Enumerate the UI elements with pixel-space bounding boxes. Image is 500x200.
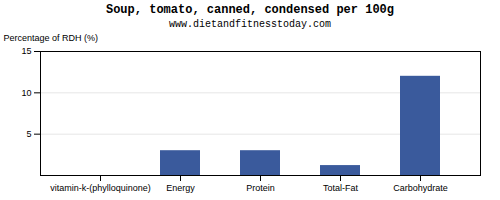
svg-text:5: 5 — [26, 129, 31, 139]
svg-text:vitamin-k-(phylloquinone): vitamin-k-(phylloquinone) — [50, 183, 151, 193]
svg-text:Energy: Energy — [166, 183, 195, 193]
svg-text:15: 15 — [21, 46, 31, 56]
svg-text:Percentage of RDH (%): Percentage of RDH (%) — [4, 33, 99, 43]
html-text:Soup, tomato, canned, condense: Soup, tomato, canned, condensed per 100g — [106, 3, 394, 17]
svg-text:10: 10 — [21, 88, 31, 98]
svg-text:Total-Fat: Total-Fat — [323, 183, 359, 193]
svg-text:Carbohydrate: Carbohydrate — [393, 183, 448, 193]
html-text:www.dietandfitnesstoday.com: www.dietandfitnesstoday.com — [169, 19, 331, 30]
svg-text:Protein: Protein — [246, 183, 275, 193]
